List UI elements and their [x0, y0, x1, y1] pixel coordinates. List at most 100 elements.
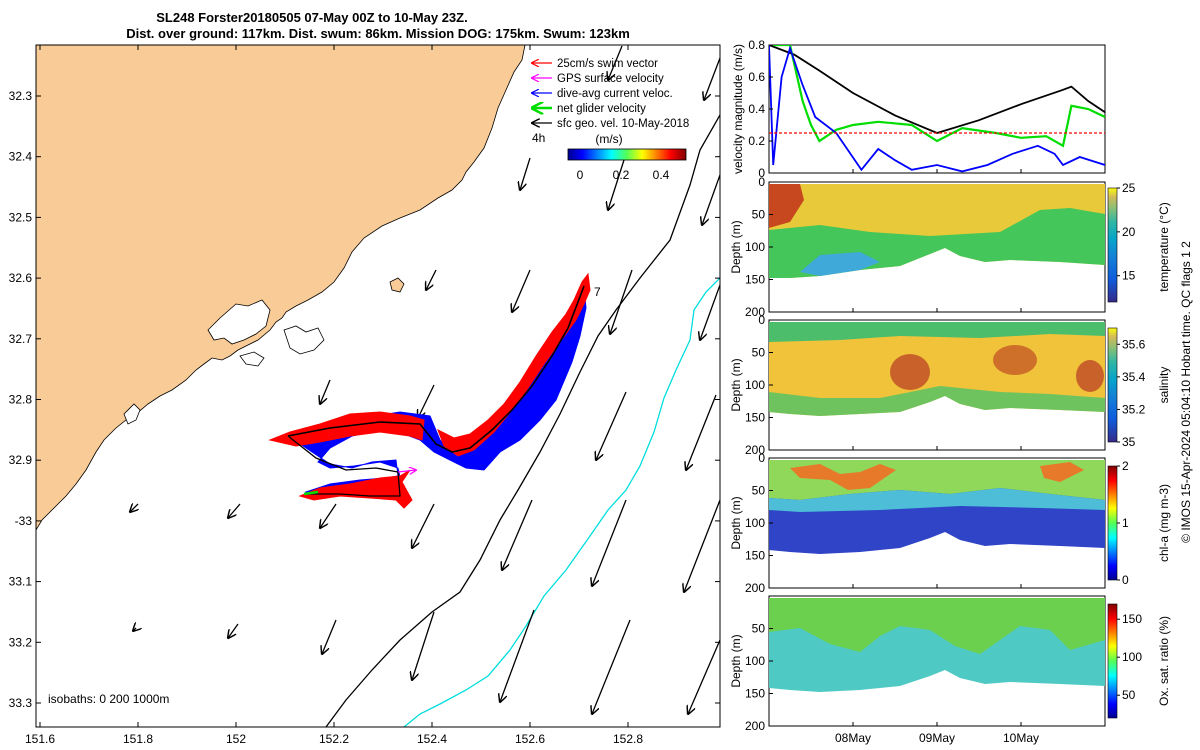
gps-surface-velocity-vector [397, 470, 416, 472]
colorbar-tick-label: 2 [1122, 459, 1129, 473]
velocity-y-tick-label: 0.6 [748, 70, 765, 84]
map-x-tick-label: 152.2 [319, 732, 349, 746]
map-frame [35, 44, 721, 728]
depth-tick-label: 200 [745, 719, 765, 733]
depth-tick-label: 50 [752, 346, 766, 360]
colorbar-tick-label: 0 [1122, 573, 1129, 587]
colorbar-tick-label: 1 [1122, 516, 1129, 530]
oxygen-clabel: Ox. sat. ratio (%) [1157, 616, 1171, 706]
depth-tick-label: 100 [745, 516, 765, 530]
colorbar-tick-label: 20 [1122, 225, 1136, 239]
colorbar-title: (m/s) [595, 132, 622, 146]
oxygen-colorbar-ticks: 50 100 150 [1117, 612, 1142, 702]
net-glider-velocity-vector [303, 490, 319, 496]
title-line-1: SL248 Forster20180505 07-May 00Z to 10-M… [156, 10, 467, 25]
map-x-tick-label: 151.8 [123, 732, 153, 746]
salinity-panel: 0 50 100 150 200 Depth (m) 35 35.2 35.4 35.6 sa… [729, 313, 1171, 457]
map-legend: 25cm/s swim vector GPS surface velocity … [532, 58, 689, 130]
chlorophyll-surface-layer [769, 460, 1105, 500]
depth-tick-label: 150 [745, 411, 765, 425]
depth-tick-label: 100 [745, 378, 765, 392]
depth-tick-label: 50 [752, 484, 766, 498]
velocity-y-tick-label: 0.4 [748, 102, 765, 116]
depth-tick-label: 200 [745, 305, 765, 319]
lake-2 [283, 325, 325, 355]
colorbar-tick-0: 0 [577, 168, 584, 182]
velocity-series-line [769, 45, 1105, 173]
map-y-tick-label: 32.6 [9, 271, 33, 285]
colorbar-tick-label: 35.6 [1122, 337, 1146, 351]
colorbar-tick-label: 100 [1122, 650, 1142, 664]
map-x-axis: 151.6 151.8 152 152.2 152.4 152.6 152.8 [25, 45, 643, 746]
map-y-tick-label: -33 [15, 514, 33, 528]
colorbar-tick-1: 0.2 [613, 168, 630, 182]
isobath-label: isobaths: 0 200 1000m [48, 692, 169, 706]
depth-tick-label: 150 [745, 273, 765, 287]
date-tick-label: 09May [919, 731, 955, 745]
credit-text: © IMOS 15-Apr-2024 05:04:10 Hobart time.… [1179, 241, 1193, 543]
salinity-high-patch-3 [1076, 360, 1104, 392]
map-x-tick-label: 151.6 [25, 732, 55, 746]
colorbar-tick-label: 35 [1122, 435, 1136, 449]
map-y-tick-label: 32.5 [9, 210, 33, 224]
lake-4 [123, 403, 141, 425]
colorbar-tick-label: 50 [1122, 688, 1136, 702]
depth-tick-label: 0 [758, 175, 765, 189]
velocity-ylabel: velocity magnitude (m/s) [731, 44, 745, 174]
map-y-tick-label: 32.3 [9, 89, 33, 103]
salinity-clabel: salinity [1157, 367, 1171, 404]
map-x-tick-label: 152.6 [515, 732, 545, 746]
map-y-tick-label: 33.3 [9, 696, 33, 710]
isobath-1000m [403, 277, 720, 727]
colorbar-gradient [567, 148, 687, 161]
temperature-ylabel: Depth (m) [729, 220, 743, 273]
track-end-label: 7 [594, 285, 601, 299]
temperature-cool-patch [800, 252, 880, 276]
colorbar-tick-2: 0.4 [653, 168, 670, 182]
velocity-y-tick-label: 0 [758, 166, 765, 180]
temperature-panel: 0 50 100 150 200 Depth (m) 15 20 25 temperatur… [729, 175, 1171, 319]
current-arrows [130, 45, 720, 714]
chlorophyll-clabel: chl-a (mg m-3) [1157, 484, 1171, 562]
swim-vector-band [268, 272, 591, 509]
legend-gps-velocity: GPS surface velocity [557, 73, 664, 85]
chlorophyll-panel: 0 50 100 150 200 Depth (m) 0 1 2 chl-a (mg m-3… [729, 451, 1171, 595]
salinity-y-axis: 0 50 100 150 200 [745, 313, 773, 457]
colorbar-tick-label: 25 [1122, 181, 1136, 195]
legend-sfc-geo-velocity: sfc geo. vel. 10-May-2018 [557, 118, 689, 130]
chlorophyll-colorbar [1107, 465, 1118, 581]
velocity-panel: 0 0.2 0.4 0.6 0.8 velocity magnitude (m/s) [731, 38, 1106, 180]
legend-swim-vector: 25cm/s swim vector [557, 58, 658, 70]
map-y-tick-label: 33.2 [9, 635, 33, 649]
map-y-tick-label: 32.4 [9, 150, 33, 164]
salinity-colorbar [1107, 327, 1118, 443]
colorbar-tick-label: 35.4 [1122, 370, 1146, 384]
salinity-colorbar-ticks: 35 35.2 35.4 35.6 [1117, 337, 1146, 449]
oxygen-panel: 50 100 150 200 Depth (m) 50 100 150 Ox. sat. … [729, 595, 1171, 733]
map-y-tick-label: 32.8 [9, 393, 33, 407]
map-x-tick-label: 152.8 [613, 732, 643, 746]
map-panel: 151.6 151.8 152 152.2 152.4 152.6 152.8 32.332… [9, 44, 721, 746]
chlorophyll-colorbar-ticks: 0 1 2 [1117, 459, 1129, 587]
time-label: 4h [532, 131, 545, 145]
colorbar-tick-label: 150 [1122, 612, 1142, 626]
depth-tick-label: 150 [745, 549, 765, 563]
velocity-y-tick-label: 0.2 [748, 134, 765, 148]
map-y-tick-label: 32.9 [9, 453, 33, 467]
depth-tick-label: 200 [745, 443, 765, 457]
date-tick-label: 08May [835, 731, 871, 745]
chlorophyll-y-axis: 0 50 100 150 200 [745, 451, 773, 595]
depth-tick-label: 100 [745, 654, 765, 668]
oxygen-colorbar [1107, 603, 1118, 719]
colorbar-tick-label: 15 [1122, 269, 1136, 283]
map-colorbar: (m/s) 0 0.2 0.4 [567, 132, 687, 182]
salinity-ylabel: Depth (m) [729, 358, 743, 411]
chlorophyll-max-layer [790, 462, 1084, 490]
temperature-colorbar-ticks: 15 20 25 [1117, 181, 1136, 283]
glider-track [287, 285, 585, 453]
depth-tick-label: 200 [745, 581, 765, 595]
oxygen-ylabel: Depth (m) [729, 634, 743, 687]
temperature-clabel: temperature (°C) [1157, 202, 1171, 292]
lake-1 [207, 299, 271, 345]
land-coastline [36, 45, 526, 531]
